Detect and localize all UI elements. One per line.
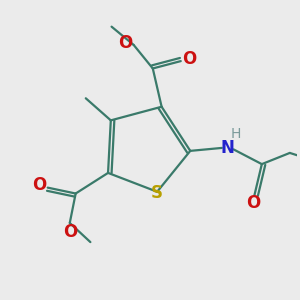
Text: S: S	[151, 184, 163, 202]
Text: O: O	[182, 50, 196, 68]
Text: O: O	[246, 194, 260, 212]
Text: O: O	[118, 34, 133, 52]
Text: N: N	[220, 139, 234, 157]
Text: H: H	[231, 127, 241, 141]
Text: O: O	[63, 223, 77, 241]
Text: O: O	[32, 176, 46, 194]
